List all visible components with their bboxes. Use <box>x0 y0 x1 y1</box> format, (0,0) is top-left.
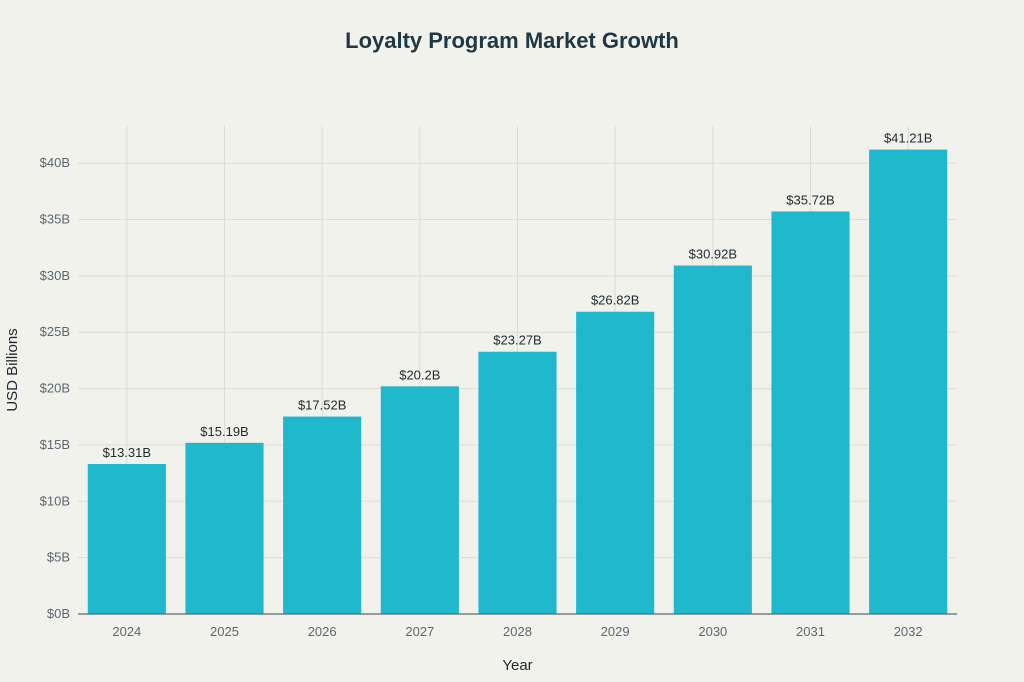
y-tick-label: $20B <box>40 381 70 396</box>
bar <box>576 311 655 614</box>
x-tick-label: 2027 <box>405 624 434 639</box>
data-label: $20.2B <box>399 367 440 382</box>
chart-title: Loyalty Program Market Growth <box>345 28 679 53</box>
y-axis-title: USD Billions <box>4 328 21 411</box>
x-tick-label: 2031 <box>796 624 825 639</box>
data-label: $35.72B <box>786 192 834 207</box>
bar <box>673 265 752 614</box>
y-tick-label: $35B <box>40 212 70 227</box>
y-tick-label: $10B <box>40 493 70 508</box>
x-tick-label: 2024 <box>112 624 141 639</box>
data-label: $26.82B <box>591 293 639 308</box>
data-label: $15.19B <box>200 424 248 439</box>
data-label: $30.92B <box>689 247 737 262</box>
x-tick-label: 2025 <box>210 624 239 639</box>
bar <box>283 416 362 614</box>
x-axis-title: Year <box>502 657 532 674</box>
bar <box>380 386 459 614</box>
y-tick-label: $0B <box>47 606 70 621</box>
x-tick-label: 2030 <box>698 624 727 639</box>
bar <box>771 211 850 615</box>
y-tick-label: $30B <box>40 268 70 283</box>
data-label: $13.31B <box>103 445 151 460</box>
y-tick-label: $5B <box>47 550 70 565</box>
y-tick-label: $40B <box>40 155 70 170</box>
x-tick-label: 2028 <box>503 624 532 639</box>
data-label: $17.52B <box>298 398 346 413</box>
data-label: $23.27B <box>493 333 541 348</box>
data-label: $41.21B <box>884 131 932 146</box>
bar <box>869 149 948 614</box>
x-tick-label: 2026 <box>308 624 337 639</box>
y-tick-label: $25B <box>40 324 70 339</box>
x-tick-label: 2029 <box>601 624 630 639</box>
bar <box>185 442 264 614</box>
bar <box>478 351 557 614</box>
bar <box>87 463 166 614</box>
x-tick-label: 2032 <box>894 624 923 639</box>
y-tick-label: $15B <box>40 437 70 452</box>
